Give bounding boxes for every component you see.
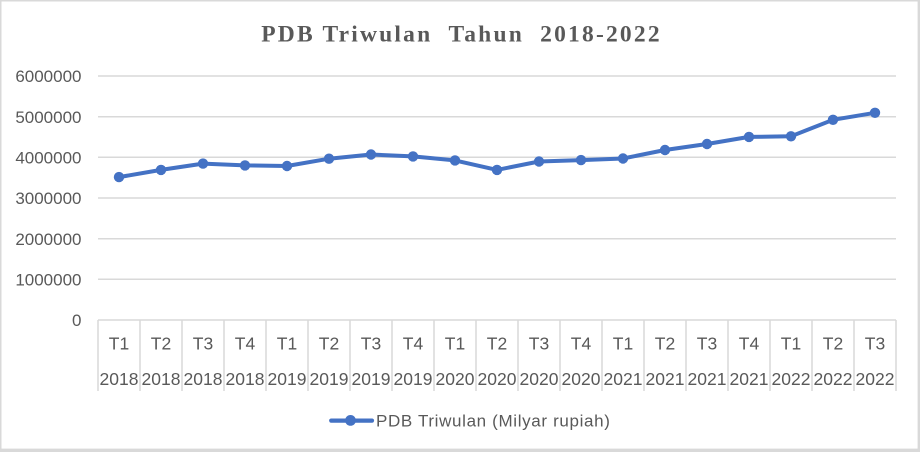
svg-text:2022: 2022: [772, 369, 811, 389]
svg-text:1000000: 1000000: [15, 270, 81, 289]
svg-text:0: 0: [72, 311, 81, 330]
svg-text:T2: T2: [487, 334, 507, 354]
svg-text:2000000: 2000000: [15, 230, 81, 249]
svg-text:T3: T3: [865, 334, 885, 354]
svg-text:2021: 2021: [688, 369, 727, 389]
svg-text:2019: 2019: [352, 369, 391, 389]
svg-text:2019: 2019: [268, 369, 307, 389]
svg-text:T2: T2: [823, 334, 843, 354]
svg-text:2018: 2018: [184, 369, 223, 389]
svg-text:T1: T1: [781, 334, 801, 354]
svg-text:2022: 2022: [814, 369, 853, 389]
svg-text:T2: T2: [655, 334, 675, 354]
svg-text:T4: T4: [235, 334, 256, 354]
svg-text:T1: T1: [613, 334, 633, 354]
svg-text:2020: 2020: [436, 369, 475, 389]
svg-text:2022: 2022: [856, 369, 895, 389]
svg-text:2020: 2020: [520, 369, 559, 389]
svg-text:T2: T2: [319, 334, 339, 354]
svg-text:2019: 2019: [310, 369, 349, 389]
svg-text:2019: 2019: [394, 369, 433, 389]
svg-text:T4: T4: [739, 334, 760, 354]
svg-text:PDB Triwulan (Milyar rupiah): PDB Triwulan (Milyar rupiah): [376, 412, 611, 431]
svg-text:2018: 2018: [142, 369, 181, 389]
svg-text:T3: T3: [361, 334, 381, 354]
svg-text:2021: 2021: [646, 369, 685, 389]
svg-text:2018: 2018: [226, 369, 265, 389]
svg-text:T3: T3: [529, 334, 549, 354]
svg-text:PDB Triwulan Tahun 2018-2022: PDB Triwulan Tahun 2018-2022: [261, 21, 662, 47]
svg-text:4000000: 4000000: [15, 148, 81, 167]
svg-text:2021: 2021: [730, 369, 769, 389]
svg-text:2018: 2018: [100, 369, 139, 389]
svg-text:2021: 2021: [604, 369, 643, 389]
svg-text:2020: 2020: [478, 369, 517, 389]
svg-text:T4: T4: [403, 334, 424, 354]
svg-text:T1: T1: [109, 334, 129, 354]
svg-text:T1: T1: [277, 334, 297, 354]
svg-text:3000000: 3000000: [15, 189, 81, 208]
svg-text:T1: T1: [445, 334, 465, 354]
svg-text:T3: T3: [697, 334, 717, 354]
svg-text:6000000: 6000000: [15, 67, 81, 86]
svg-text:2020: 2020: [562, 369, 601, 389]
svg-text:5000000: 5000000: [15, 108, 81, 127]
svg-text:T3: T3: [193, 334, 213, 354]
svg-text:T4: T4: [571, 334, 592, 354]
svg-text:T2: T2: [151, 334, 171, 354]
